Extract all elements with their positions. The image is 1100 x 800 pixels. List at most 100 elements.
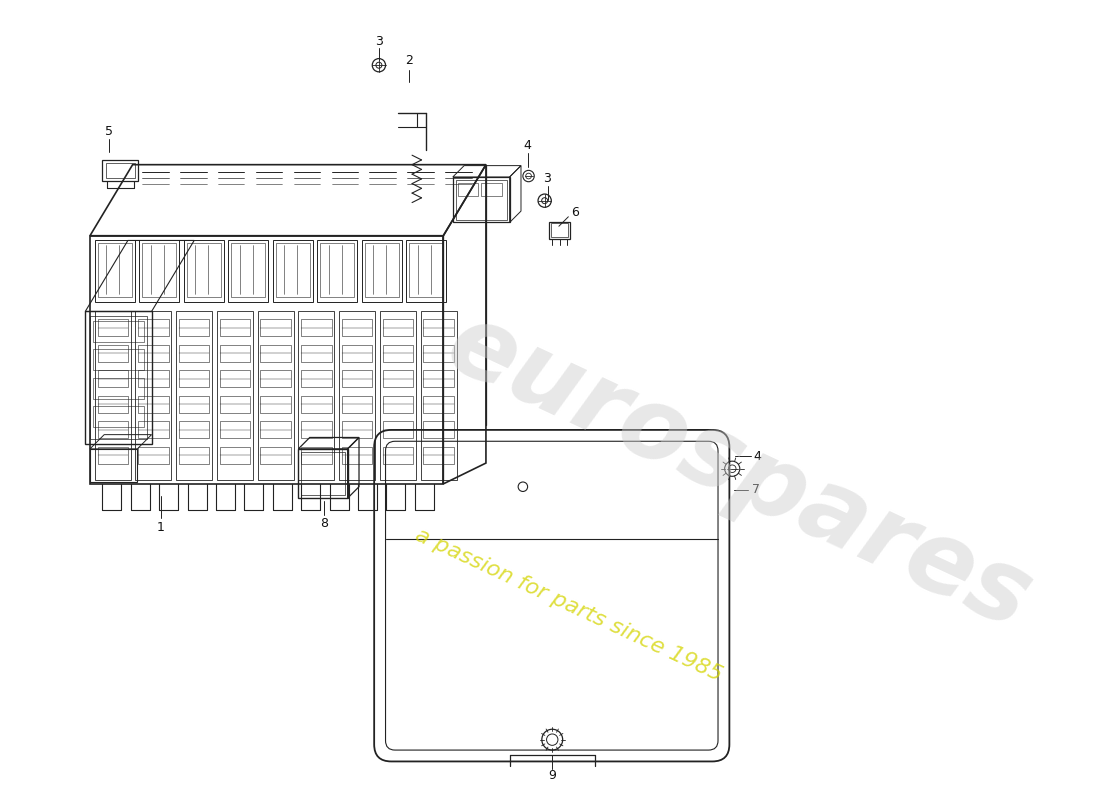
Bar <box>179 447 209 464</box>
Bar <box>383 447 412 464</box>
Bar <box>139 370 168 387</box>
Bar <box>301 447 331 464</box>
Bar <box>551 223 569 237</box>
Bar <box>229 241 268 302</box>
Bar <box>102 160 139 181</box>
Bar <box>409 243 443 298</box>
Bar <box>220 422 250 438</box>
Bar <box>98 422 128 438</box>
Bar <box>139 422 168 438</box>
Bar <box>342 447 372 464</box>
Bar <box>453 177 509 222</box>
Bar <box>320 243 354 298</box>
Bar <box>301 345 331 362</box>
Bar <box>139 447 168 464</box>
Bar <box>481 182 502 196</box>
Bar <box>95 311 131 480</box>
Bar <box>261 447 290 464</box>
Bar <box>301 422 331 438</box>
Bar <box>424 370 453 387</box>
Text: 9: 9 <box>548 769 557 782</box>
Bar <box>139 319 168 336</box>
Text: 8: 8 <box>320 517 328 530</box>
Bar <box>342 319 372 336</box>
Bar <box>187 243 221 298</box>
Bar <box>383 396 412 413</box>
Text: 4: 4 <box>524 139 531 152</box>
Bar <box>261 396 290 413</box>
Bar <box>92 321 144 342</box>
Bar <box>406 241 447 302</box>
Bar <box>98 345 128 362</box>
Bar <box>301 452 344 495</box>
Bar <box>301 319 331 336</box>
Bar <box>184 241 223 302</box>
Bar <box>455 180 507 220</box>
Bar <box>176 311 212 480</box>
Bar <box>139 396 168 413</box>
Bar <box>139 345 168 362</box>
Bar <box>261 345 290 362</box>
Bar <box>261 319 290 336</box>
Bar <box>261 370 290 387</box>
Text: 3: 3 <box>543 172 551 186</box>
Bar <box>342 422 372 438</box>
Bar <box>92 406 144 427</box>
Bar <box>179 319 209 336</box>
Bar <box>179 396 209 413</box>
Bar <box>179 370 209 387</box>
Bar <box>98 447 128 464</box>
Text: a passion for parts since 1985: a passion for parts since 1985 <box>411 525 725 686</box>
Bar <box>383 319 412 336</box>
Bar <box>424 447 453 464</box>
Bar <box>301 396 331 413</box>
Bar <box>220 396 250 413</box>
Bar <box>257 311 294 480</box>
Bar <box>342 396 372 413</box>
Bar <box>179 345 209 362</box>
Bar <box>98 319 128 336</box>
Bar <box>424 345 453 362</box>
Bar <box>458 182 478 196</box>
Bar <box>383 422 412 438</box>
Bar <box>220 345 250 362</box>
Bar <box>98 243 132 298</box>
Bar <box>342 370 372 387</box>
Bar <box>273 241 312 302</box>
Bar <box>549 222 570 238</box>
Bar <box>317 241 358 302</box>
Bar <box>90 449 138 482</box>
Bar <box>424 396 453 413</box>
Text: 6: 6 <box>571 206 579 218</box>
Text: 7: 7 <box>752 483 760 496</box>
Text: 2: 2 <box>405 54 414 67</box>
Bar <box>90 316 146 439</box>
Bar <box>220 319 250 336</box>
Bar <box>98 370 128 387</box>
Bar <box>339 311 375 480</box>
Bar <box>106 162 134 178</box>
Bar <box>92 378 144 398</box>
Bar <box>365 243 399 298</box>
Bar <box>231 243 265 298</box>
Bar <box>142 243 176 298</box>
Bar <box>135 311 172 480</box>
Bar <box>217 311 253 480</box>
Bar <box>276 243 310 298</box>
Bar <box>220 370 250 387</box>
Text: 1: 1 <box>157 521 165 534</box>
Bar <box>383 345 412 362</box>
Bar <box>220 447 250 464</box>
Bar <box>92 350 144 370</box>
Text: eurospares: eurospares <box>431 295 1046 650</box>
Bar <box>95 241 134 302</box>
Bar <box>298 311 334 480</box>
Bar <box>383 370 412 387</box>
Bar <box>86 311 152 444</box>
Bar <box>98 396 128 413</box>
Bar <box>342 345 372 362</box>
Bar <box>379 311 416 480</box>
Bar <box>301 370 331 387</box>
Bar <box>298 449 348 498</box>
Bar <box>261 422 290 438</box>
